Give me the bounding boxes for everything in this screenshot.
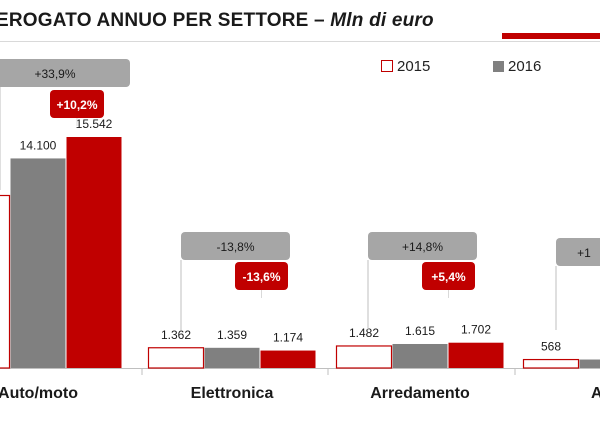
- bar-2-2: [448, 342, 504, 368]
- bar-1-1: [204, 347, 260, 368]
- chart-title: EROGATO ANNUO PER SETTORE – Mln di euro: [0, 10, 434, 32]
- bar-1-0: [147, 347, 205, 369]
- growth-text-grey-3: +1: [577, 246, 591, 260]
- legend-swatch-2016: [493, 61, 504, 72]
- data-label-1-1: 1.359: [217, 328, 247, 342]
- legend-item-2015: 2015: [381, 58, 430, 75]
- data-label-3-0: 568: [541, 340, 561, 354]
- bar-0-1: [10, 158, 66, 368]
- title-unit: Mln di euro: [330, 10, 434, 31]
- growth-text-red-1: -13,6%: [242, 270, 280, 284]
- growth-badge-grey-1: [181, 232, 290, 260]
- growth-text-grey-1: -13,8%: [216, 240, 254, 254]
- bar-2-1: [392, 343, 448, 368]
- title-main: EROGATO ANNUO PER SETTORE –: [0, 10, 331, 31]
- legend-swatch-2015: [381, 60, 393, 72]
- data-label-1-0: 1.362: [161, 328, 191, 342]
- bar-3-0: [522, 358, 580, 369]
- growth-text-grey-0: +33,9%: [34, 67, 75, 81]
- legend-item-2016: 2016: [493, 58, 541, 75]
- data-label-2-1: 1.615: [405, 324, 435, 338]
- growth-text-red-0: +10,2%: [56, 98, 97, 112]
- header-divider: [0, 41, 600, 42]
- growth-badge-red-1: [235, 262, 288, 290]
- growth-text-red-2: +5,4%: [431, 270, 466, 284]
- bar-0-0: [0, 194, 11, 369]
- legend-label-2015: 2015: [397, 58, 431, 75]
- growth-badge-red-2: [422, 262, 475, 290]
- category-label-3: Altri: [591, 385, 600, 402]
- growth-text-grey-2: +14,8%: [402, 240, 443, 254]
- growth-badge-red-0: [50, 90, 104, 118]
- category-label-2: Arredamento: [370, 385, 470, 402]
- bar-0-2: [66, 137, 122, 368]
- bar-2-0: [335, 345, 393, 369]
- header-accent-bar: [502, 33, 600, 39]
- category-label-0: Auto/moto: [0, 385, 78, 402]
- category-label-1: Elettronica: [191, 385, 274, 402]
- data-label-0-1: 14.100: [20, 138, 57, 152]
- data-label-1-2: 1.174: [273, 331, 303, 345]
- bar-3-1: [579, 359, 600, 368]
- data-label-2-0: 1.482: [349, 326, 379, 340]
- data-label-0-2: 15.542: [76, 117, 113, 131]
- growth-badge-grey-0: [0, 59, 130, 87]
- legend-label-2016: 2016: [508, 58, 542, 75]
- bar-1-2: [260, 350, 316, 368]
- growth-badge-grey-3: [556, 238, 600, 266]
- data-label-2-2: 1.702: [461, 323, 491, 337]
- growth-badge-grey-2: [368, 232, 477, 260]
